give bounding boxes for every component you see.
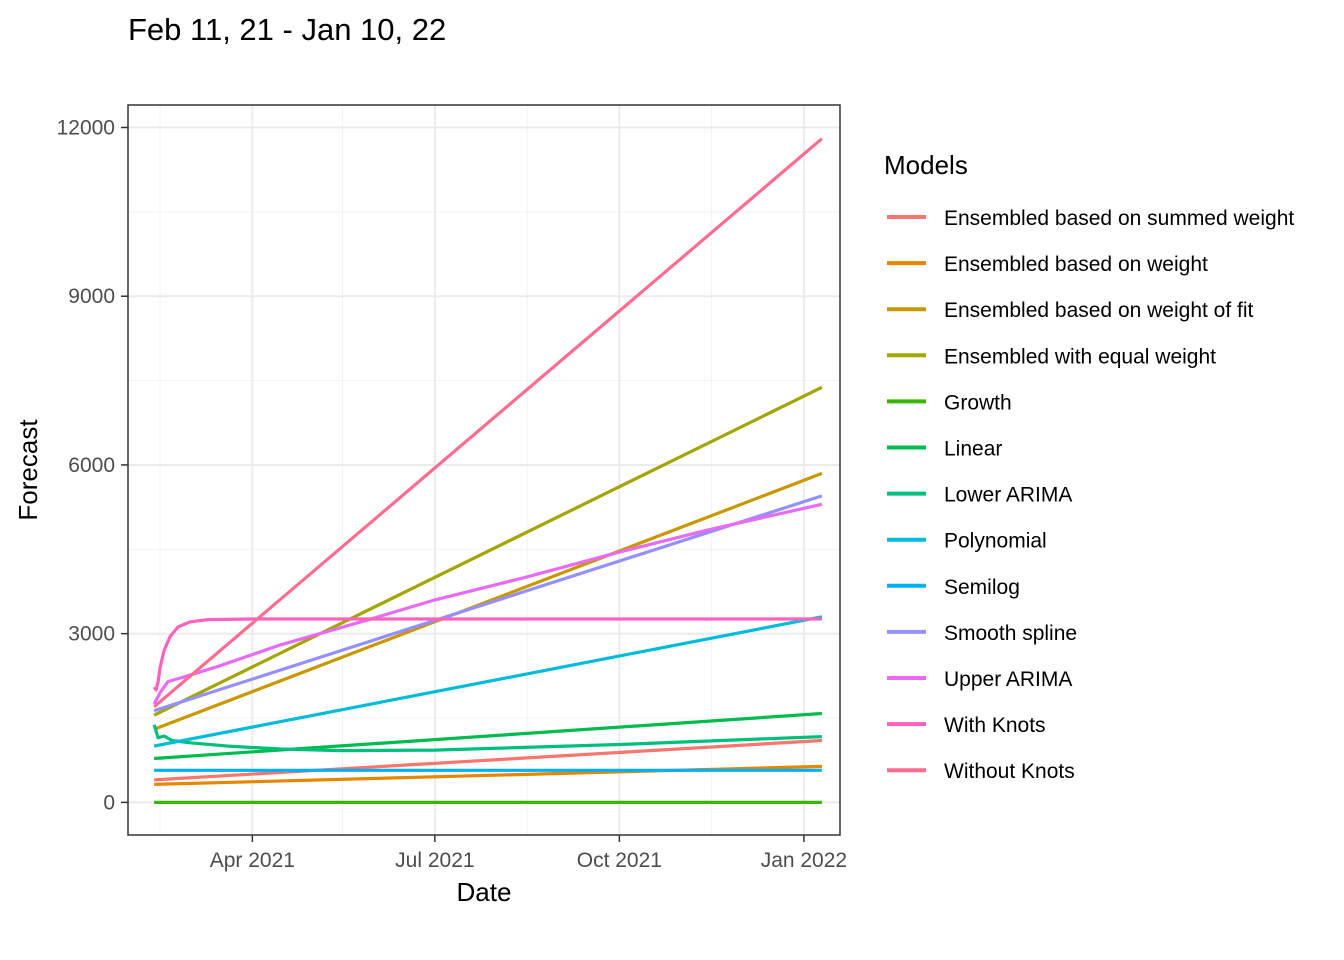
legend-label: Linear (944, 438, 1002, 461)
legend-label: Ensembled based on weight (944, 253, 1208, 276)
legend-label: Lower ARIMA (944, 484, 1072, 507)
plot-background (128, 105, 840, 835)
series-line (153, 711, 823, 761)
legend-label: Semilog (944, 576, 1020, 599)
legend: Models Ensembled based on summed weight E… (884, 150, 1294, 783)
x-tick-label: Oct 2021 (577, 849, 662, 872)
series-line (153, 615, 823, 748)
legend-label: Upper ARIMA (944, 668, 1072, 691)
chart-title: Feb 11, 21 - Jan 10, 22 (128, 12, 446, 47)
y-tick-label: 9000 (68, 285, 115, 308)
legend-label: Ensembled with equal weight (944, 345, 1216, 368)
legend-label: Ensembled based on weight of fit (944, 299, 1254, 322)
series-line (152, 502, 823, 705)
x-axis-title: Date (457, 877, 512, 907)
legend-label: Without Knots (944, 760, 1075, 783)
y-axis: 0 3000 6000 9000 12000 (57, 116, 128, 814)
series-line (153, 471, 823, 731)
legend-label: With Knots (944, 714, 1046, 737)
y-tick-label: 6000 (68, 454, 115, 477)
y-axis-title: Forecast (13, 419, 43, 521)
series-line (153, 494, 823, 713)
legend-label: Polynomial (944, 530, 1047, 553)
x-tick-label: Jul 2021 (395, 849, 474, 872)
x-tick-label: Jan 2022 (761, 849, 847, 872)
x-tick-label: Apr 2021 (210, 849, 295, 872)
series-line (153, 385, 823, 717)
legend-label: Smooth spline (944, 622, 1077, 645)
series-line (152, 617, 822, 692)
legend-title: Models (884, 150, 968, 180)
y-tick-label: 12000 (57, 116, 115, 139)
legend-label: Growth (944, 391, 1012, 414)
series-line (154, 738, 822, 782)
series-line (152, 724, 822, 753)
x-axis: Apr 2021 Jul 2021 Oct 2021 Jan 2022 (210, 835, 847, 872)
y-tick-label: 0 (103, 791, 115, 814)
series-lines (152, 137, 823, 804)
series-line (153, 137, 823, 709)
y-tick-label: 3000 (68, 623, 115, 646)
plot-border (127, 104, 841, 836)
legend-label: Ensembled based on summed weight (944, 207, 1294, 230)
